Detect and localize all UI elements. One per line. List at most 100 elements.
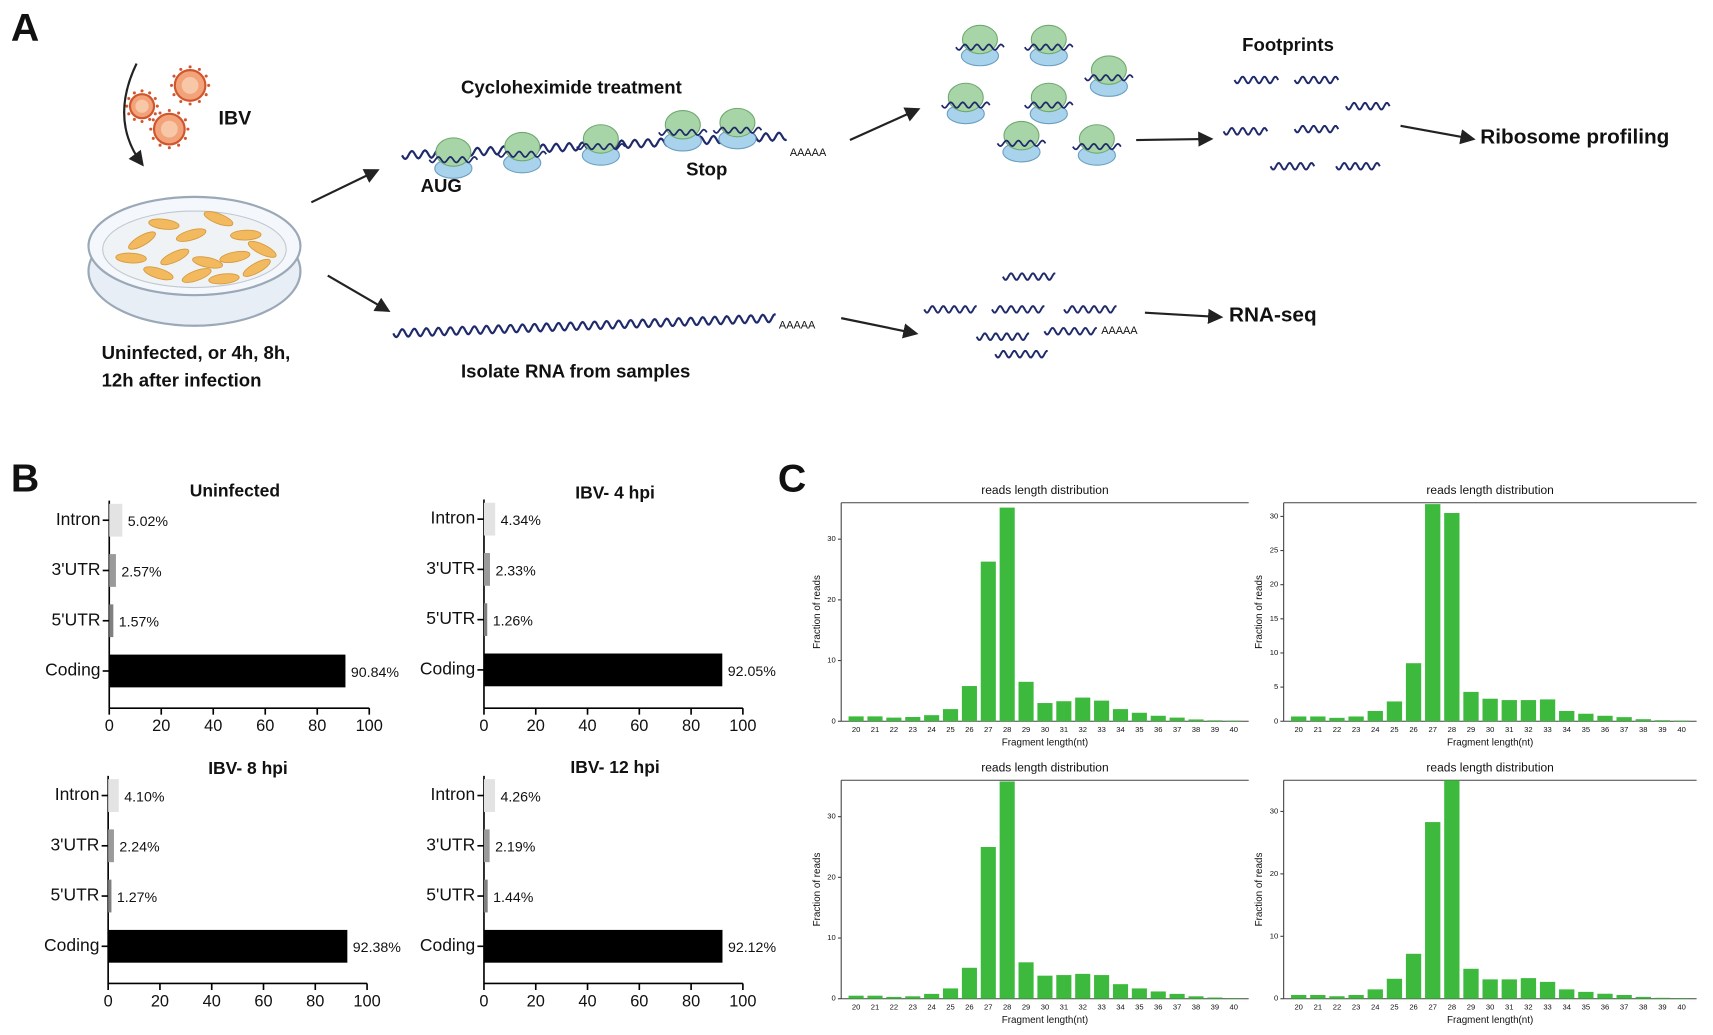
- x-tick-label: 39: [1211, 725, 1219, 734]
- sample-label: Uninfected, or 4h, 8h,: [102, 342, 291, 363]
- bar: [999, 507, 1015, 722]
- bar: [1188, 996, 1204, 999]
- virus-label: IBV: [218, 107, 251, 129]
- x-tick-label: 33: [1097, 725, 1105, 734]
- x-tick-label: 24: [927, 725, 936, 734]
- y-tick-label: 5'UTR: [426, 885, 475, 905]
- y-tick-label: 3'UTR: [426, 834, 475, 854]
- bar: [1520, 700, 1537, 722]
- y-tick-label: 0: [1274, 716, 1278, 725]
- cell: [128, 231, 156, 250]
- x-tick-label: 22: [1333, 725, 1341, 734]
- data-label: 2.24%: [119, 840, 160, 856]
- cell: [247, 240, 277, 258]
- x-tick-label: 40: [578, 717, 596, 735]
- bar: [1673, 998, 1690, 999]
- bar: [1094, 700, 1110, 722]
- x-tick-label: 100: [729, 992, 756, 1010]
- bar: [1131, 712, 1147, 722]
- y-tick-label: 5'UTR: [50, 885, 99, 905]
- x-axis-label: Fragment length(nt): [1447, 1015, 1533, 1026]
- x-tick-label: 0: [479, 992, 488, 1010]
- cell: [160, 248, 190, 266]
- x-tick-label: 38: [1192, 725, 1200, 734]
- rna-strand: [991, 305, 1045, 314]
- step-label: Isolate RNA from samples: [461, 361, 690, 382]
- bar: [867, 716, 883, 722]
- virus-spike: [132, 117, 136, 121]
- virus-spike: [179, 99, 183, 104]
- x-tick-label: 36: [1601, 725, 1609, 734]
- x-tick-label: 24: [927, 1002, 936, 1011]
- bar: [1310, 716, 1326, 722]
- x-tick-label: 35: [1582, 725, 1590, 734]
- x-tick-label: 36: [1154, 1002, 1162, 1011]
- bar: [483, 603, 488, 637]
- virus-spike: [188, 102, 192, 106]
- x-tick-label: 40: [1230, 1002, 1238, 1011]
- virus-spike: [155, 104, 159, 108]
- bar: [1578, 713, 1594, 722]
- x-tick-label: 60: [256, 717, 274, 735]
- x-tick-label: 36: [1154, 725, 1162, 734]
- virus-spike: [140, 89, 144, 93]
- bar: [1425, 822, 1441, 999]
- bar: [848, 995, 864, 999]
- bar: [1207, 997, 1223, 999]
- arrow: [1400, 124, 1476, 145]
- data-label: 1.26%: [493, 614, 534, 630]
- bar: [1112, 984, 1129, 999]
- chart-title: IBV- 12 hpi: [570, 757, 659, 777]
- data-label: 2.19%: [495, 840, 536, 856]
- x-tick-label: 60: [254, 992, 272, 1010]
- bar: [109, 554, 116, 587]
- cell: [148, 218, 180, 230]
- x-tick-label: 23: [909, 725, 917, 734]
- virus-spike: [125, 104, 129, 108]
- bar: [1348, 716, 1364, 722]
- x-tick-label: 22: [890, 725, 898, 734]
- arrow: [310, 169, 380, 204]
- x-tick-label: 29: [1022, 725, 1030, 734]
- x-tick-label: 34: [1562, 725, 1571, 734]
- bar: [1188, 719, 1204, 722]
- y-tick-label: Intron: [431, 784, 476, 804]
- x-tick-label: 40: [1230, 725, 1238, 734]
- x-tick-label: 40: [1677, 1002, 1685, 1011]
- cell: [175, 228, 207, 242]
- x-tick-label: 100: [729, 717, 756, 735]
- x-tick-label: 20: [852, 725, 860, 734]
- bar: [924, 715, 940, 722]
- ribosome-large: [582, 124, 619, 154]
- virus-spike: [153, 112, 157, 116]
- y-tick-label: Intron: [56, 509, 101, 529]
- virus-spike: [177, 111, 181, 115]
- rna-strand: [1084, 74, 1134, 82]
- x-tick-label: 28: [1003, 1002, 1011, 1011]
- rna-strand: [712, 126, 763, 134]
- y-tick-label: 5'UTR: [426, 608, 475, 628]
- x-tick-label: 30: [1486, 1002, 1494, 1011]
- x-tick-label: 27: [984, 1002, 992, 1011]
- bar: [905, 716, 921, 722]
- virus-spike: [172, 74, 176, 78]
- x-tick-label: 39: [1211, 1002, 1219, 1011]
- ribosome-large: [1090, 55, 1127, 85]
- x-tick-label: 28: [1448, 725, 1456, 734]
- bar: [1635, 996, 1651, 999]
- bar: [1075, 697, 1091, 722]
- codon-label: AUG: [421, 175, 462, 196]
- bar: [905, 996, 921, 999]
- x-tick-label: 29: [1467, 725, 1475, 734]
- x-tick-label: 20: [852, 1002, 860, 1011]
- x-tick-label: 40: [203, 992, 221, 1010]
- x-tick-label: 30: [1486, 725, 1494, 734]
- x-tick-label: 23: [909, 1002, 917, 1011]
- data-label: 2.57%: [121, 564, 162, 580]
- rna-strand: [1043, 327, 1097, 336]
- x-tick-label: 27: [1428, 1002, 1436, 1011]
- bar: [1635, 719, 1651, 722]
- bar: [1616, 994, 1632, 999]
- ribosome-large: [961, 24, 998, 55]
